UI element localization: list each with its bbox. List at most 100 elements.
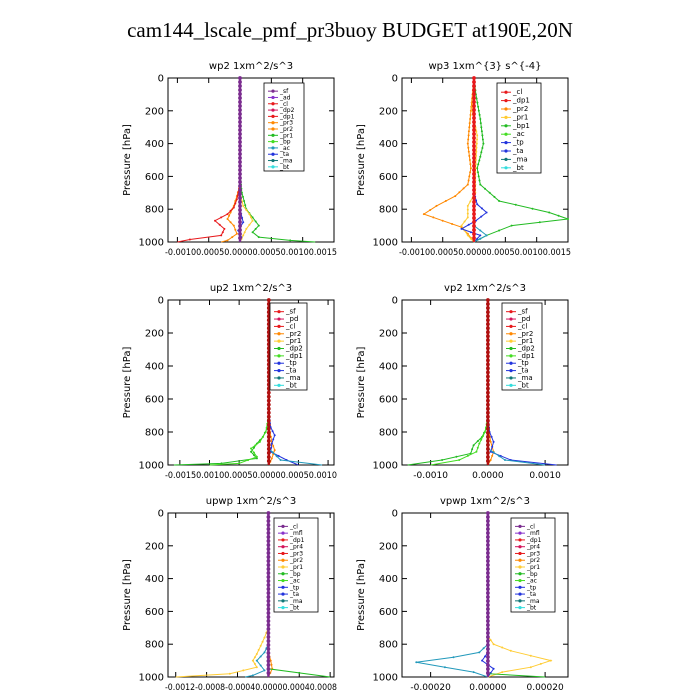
data-point (472, 204, 476, 208)
series-markers-6 (472, 76, 476, 240)
data-point (238, 108, 242, 112)
legend-marker (504, 90, 508, 94)
data-point (458, 191, 461, 194)
data-point (476, 167, 479, 170)
data-point (493, 195, 496, 198)
legend-entry: _cl (526, 523, 535, 530)
legend-entry: _tp (517, 359, 529, 367)
x-tick-labels: -0.00150.00100.00050.00000.00050.0010 (165, 471, 337, 481)
legend-entry: _bp1 (512, 122, 530, 130)
data-point (266, 555, 271, 559)
data-point (255, 666, 258, 669)
data-point (266, 298, 271, 302)
data-point (467, 130, 470, 133)
data-point (468, 126, 471, 129)
y-tick-label: 0 (392, 74, 398, 85)
data-point (486, 306, 490, 310)
data-point (231, 236, 234, 239)
legend-marker (277, 339, 281, 343)
data-point (266, 402, 271, 407)
data-point (484, 187, 486, 190)
data-point (472, 180, 476, 184)
data-point (486, 607, 490, 611)
data-point (476, 446, 479, 449)
legend-entry: _tp (285, 359, 297, 367)
data-point (475, 97, 478, 100)
data-point (486, 366, 490, 371)
data-point (472, 112, 476, 116)
data-point (238, 184, 242, 188)
data-point (266, 511, 271, 515)
data-point (255, 455, 258, 458)
data-point (266, 439, 271, 443)
data-point (557, 214, 560, 217)
data-point (486, 579, 490, 583)
y-tick-label: 800 (145, 428, 164, 439)
legend-marker (509, 361, 513, 365)
y-axis-label: Pressure [hPa] (122, 559, 133, 631)
data-point (472, 196, 476, 200)
legend: _sf_pd_cl_pr2_pr1_dp2_dp1_tp_ta_ma_bt (269, 302, 308, 391)
data-point (238, 100, 242, 104)
data-point (469, 163, 472, 166)
plot-frame (401, 77, 569, 243)
data-point (486, 406, 490, 411)
legend-entry: _mfl (289, 530, 303, 537)
series-line-1 (173, 300, 270, 466)
data-point (469, 200, 472, 203)
data-point (279, 459, 282, 461)
legend-marker (271, 158, 275, 163)
data-point (498, 455, 501, 458)
data-point (467, 146, 470, 149)
legend-entry: _dp1 (517, 352, 535, 360)
legend-entry: _pr2 (526, 557, 540, 564)
legend-entry: _dp2 (285, 345, 303, 353)
data-point (270, 442, 273, 445)
y-tick-label: 0 (392, 509, 398, 520)
legend-box (273, 517, 319, 613)
data-point (492, 440, 495, 443)
data-point (486, 595, 490, 599)
legend-box (501, 302, 543, 391)
legend-marker (504, 132, 508, 136)
data-point (253, 454, 255, 457)
data-point (486, 543, 490, 547)
x-tick-labels: -0.0012-0.0008-0.00040.00000.00040.0008 (165, 683, 337, 693)
data-point (486, 567, 490, 571)
data-point (277, 454, 280, 457)
legend-entry: _cl (289, 523, 298, 530)
data-point (486, 627, 490, 631)
data-point (273, 449, 276, 452)
data-point (266, 607, 271, 611)
legend-entry: _pr4 (289, 544, 303, 551)
data-point (238, 192, 242, 196)
data-point (255, 653, 258, 655)
data-point (472, 128, 476, 132)
legend-marker (509, 376, 513, 380)
data-point (266, 599, 271, 603)
data-point (263, 636, 266, 639)
data-point (486, 398, 490, 403)
data-point (444, 200, 447, 202)
y-tick-label: 1000 (373, 461, 398, 472)
y-tick-label: 600 (145, 395, 164, 406)
data-point (510, 224, 513, 227)
data-point (234, 228, 237, 231)
data-point (238, 112, 242, 116)
series-markers-6 (486, 298, 490, 463)
legend-entry: _ma (289, 598, 303, 605)
data-point (266, 603, 271, 607)
series-line-2 (416, 513, 489, 678)
data-point (467, 150, 470, 153)
data-point (489, 459, 492, 461)
y-axis-label: Pressure [hPa] (356, 559, 367, 631)
data-point (484, 431, 486, 433)
legend-entry: _ac (289, 578, 300, 585)
data-point (266, 635, 271, 639)
data-point (489, 440, 492, 443)
data-point (480, 207, 483, 210)
legend-marker (271, 108, 275, 112)
data-point (254, 220, 257, 223)
data-point (254, 444, 257, 447)
data-point (486, 350, 490, 355)
